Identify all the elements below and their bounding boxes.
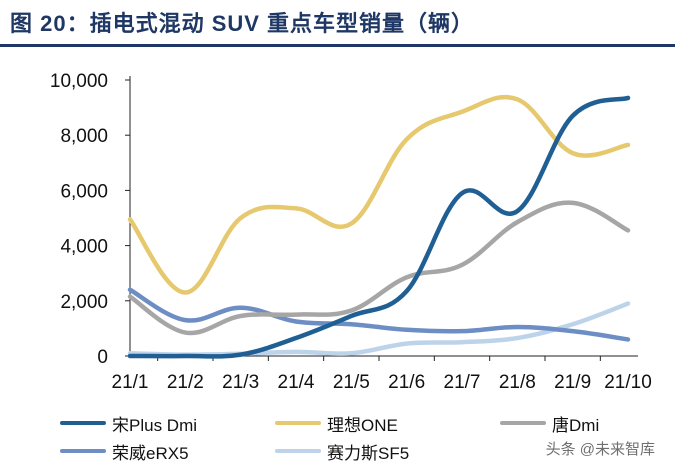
legend-swatch: [60, 421, 106, 425]
x-tick-label: 21/1: [112, 372, 149, 393]
legend-label: 理想ONE: [327, 415, 398, 435]
legend-swatch: [500, 421, 546, 425]
series-line-1: [127, 95, 631, 359]
watermark: 头条 @未来智库: [545, 441, 655, 458]
legend-item: 宋Plus Dmi: [60, 410, 197, 436]
y-tick-label: 8,000: [60, 126, 108, 147]
legend-item: 唐Dmi: [500, 410, 599, 436]
legend-label: 唐Dmi: [552, 415, 600, 435]
legend-item: 荣威eRX5: [60, 438, 189, 464]
series-line-3: [127, 200, 631, 336]
legend-label: 荣威eRX5: [112, 443, 189, 463]
y-tick-label: 2,000: [60, 292, 108, 313]
title-divider: [0, 44, 675, 47]
x-tick-label: 21/9: [554, 372, 591, 393]
figure-title: 图 20：插电式混动 SUV 重点车型销量（辆）: [10, 11, 475, 36]
legend-label: 赛力斯SF5: [327, 443, 410, 463]
legend-swatch: [275, 421, 321, 425]
x-tick-label: 21/2: [167, 372, 204, 393]
x-tick-label: 21/6: [388, 372, 425, 393]
chart-legend: 宋Plus Dmi 理想ONE 唐Dmi 荣威eRX5 赛力斯SF5: [60, 410, 670, 466]
line-chart: 0 2,000 4,000 6,000 8,000 10,000 21/1 21/2 21/3 2…: [50, 71, 652, 393]
x-tick-label: 21/10: [604, 372, 652, 393]
y-tick-label: 6,000: [60, 181, 108, 202]
x-tick-label: 21/3: [222, 372, 259, 393]
y-tick-label: 10,000: [50, 71, 108, 92]
legend-swatch: [275, 449, 321, 453]
legend-item: 赛力斯SF5: [275, 438, 409, 464]
x-tick-label: 21/4: [278, 372, 315, 393]
x-tick-label: 21/8: [499, 372, 536, 393]
x-tick-label: 21/5: [333, 372, 370, 393]
series-line-2: [127, 94, 631, 295]
legend-item: 理想ONE: [275, 410, 398, 436]
y-tick-label: 4,000: [60, 237, 108, 258]
chart-axes: 0 2,000 4,000 6,000 8,000 10,000 21/1 21/2 21/3 2…: [50, 71, 652, 393]
y-tick-label: 0: [97, 347, 108, 368]
series-line-4: [127, 287, 631, 342]
legend-swatch: [60, 449, 106, 453]
legend-label: 宋Plus Dmi: [112, 415, 198, 435]
x-tick-label: 21/7: [444, 372, 481, 393]
chart-series: [127, 94, 631, 359]
